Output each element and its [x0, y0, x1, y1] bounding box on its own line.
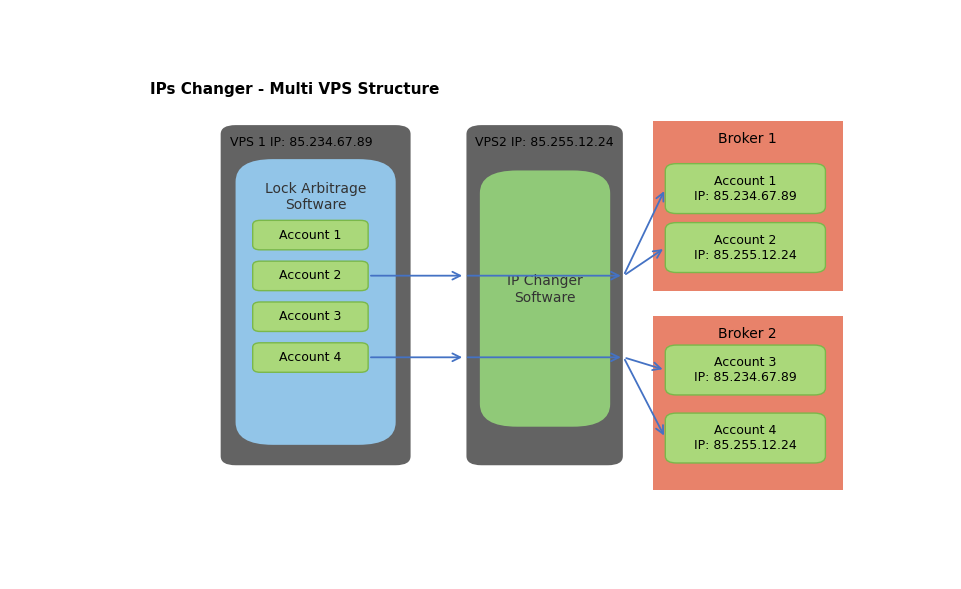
Bar	[653, 121, 843, 290]
FancyBboxPatch shape	[665, 164, 825, 214]
FancyBboxPatch shape	[665, 345, 825, 395]
Text: Account 3: Account 3	[280, 310, 341, 323]
Text: VPS2 IP: 85.255.12.24: VPS2 IP: 85.255.12.24	[476, 137, 614, 150]
FancyBboxPatch shape	[221, 125, 410, 465]
Text: Account 3
IP: 85.234.67.89: Account 3 IP: 85.234.67.89	[694, 356, 797, 384]
FancyBboxPatch shape	[665, 413, 825, 463]
Text: Lock Arbitrage
Software: Lock Arbitrage Software	[265, 182, 366, 212]
Text: Broker 2: Broker 2	[718, 327, 776, 341]
FancyBboxPatch shape	[253, 302, 368, 332]
FancyBboxPatch shape	[466, 125, 623, 465]
Bar	[653, 316, 843, 490]
Text: Broker 1: Broker 1	[718, 132, 777, 146]
Text: Account 2
IP: 85.255.12.24: Account 2 IP: 85.255.12.24	[694, 234, 797, 262]
FancyBboxPatch shape	[235, 159, 396, 445]
Text: IP Changer
Software: IP Changer Software	[507, 274, 583, 305]
Text: Account 1: Account 1	[280, 229, 341, 241]
Text: IPs Changer - Multi VPS Structure: IPs Changer - Multi VPS Structure	[150, 82, 439, 97]
FancyBboxPatch shape	[253, 261, 368, 290]
Text: Account 4
IP: 85.255.12.24: Account 4 IP: 85.255.12.24	[694, 424, 797, 452]
FancyBboxPatch shape	[480, 170, 610, 426]
FancyBboxPatch shape	[665, 223, 825, 273]
FancyBboxPatch shape	[253, 220, 368, 250]
Text: Account 1
IP: 85.234.67.89: Account 1 IP: 85.234.67.89	[694, 174, 797, 203]
Text: Account 2: Account 2	[280, 269, 341, 282]
Text: VPS 1 IP: 85.234.67.89: VPS 1 IP: 85.234.67.89	[230, 137, 372, 150]
Text: Account 4: Account 4	[280, 351, 341, 364]
FancyBboxPatch shape	[253, 343, 368, 372]
